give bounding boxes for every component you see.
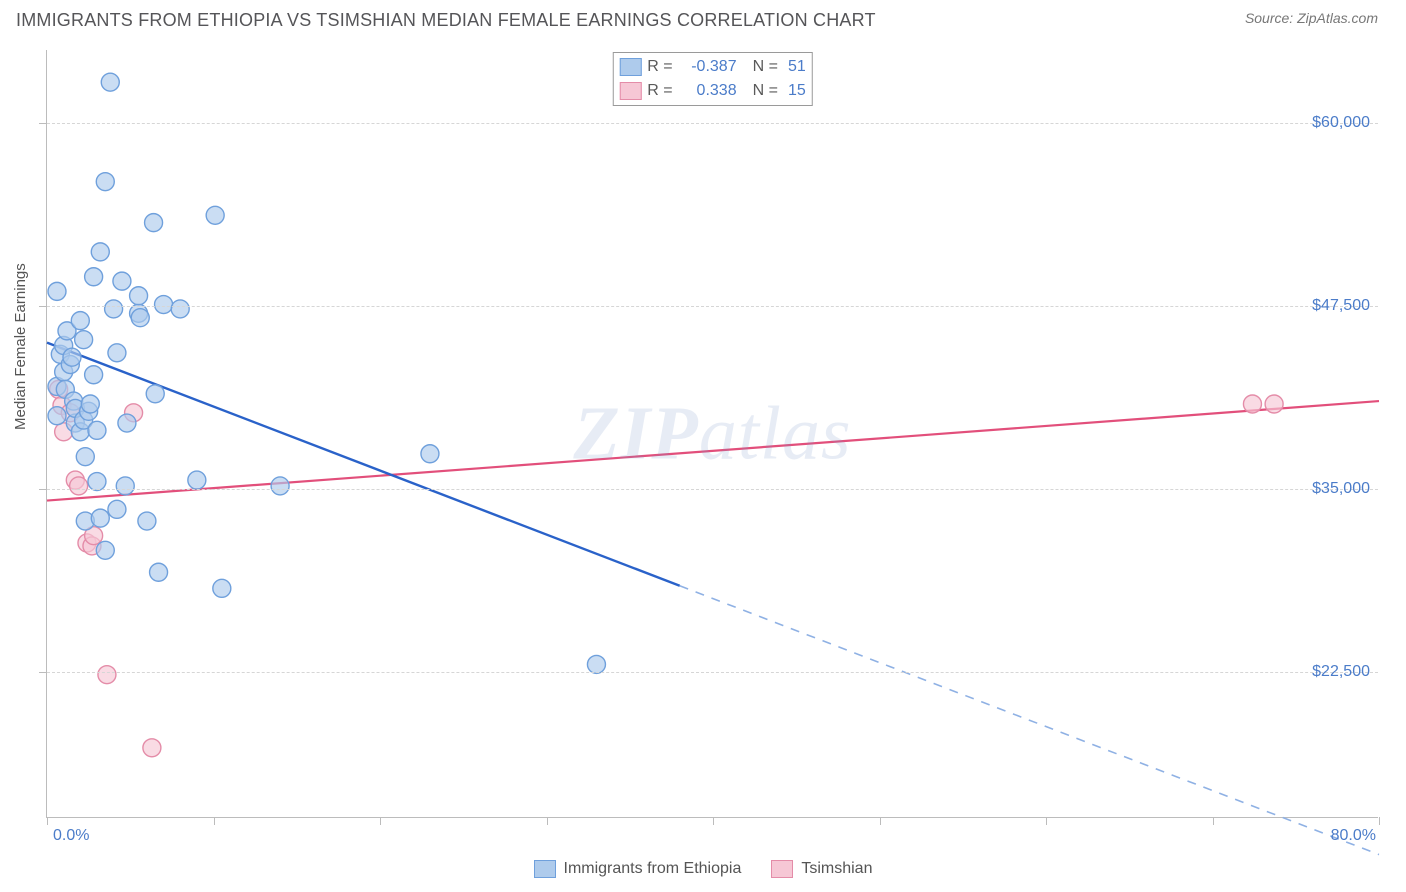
source-attribution: Source: ZipAtlas.com <box>1245 10 1378 26</box>
x-tick-label: 80.0% <box>1331 827 1376 845</box>
r-label: R = <box>647 55 672 79</box>
gridline <box>47 489 1378 490</box>
y-axis-label: Median Female Earnings <box>12 263 29 430</box>
y-tick-label: $35,000 <box>1312 480 1370 498</box>
swatch-ethiopia <box>534 860 556 878</box>
legend-item-tsimshian: Tsimshian <box>771 860 872 878</box>
plot-area: ZIPatlas R = -0.387 N = 51 R = 0.338 N =… <box>46 50 1378 818</box>
legend-label: Tsimshian <box>801 860 872 878</box>
series-legend: Immigrants from Ethiopia Tsimshian <box>0 860 1406 878</box>
n-value: 51 <box>788 55 806 79</box>
n-label: N = <box>753 79 778 103</box>
gridline <box>47 306 1378 307</box>
correlation-row-tsimshian: R = 0.338 N = 15 <box>619 79 805 103</box>
n-label: N = <box>753 55 778 79</box>
n-value: 15 <box>788 79 806 103</box>
legend-item-ethiopia: Immigrants from Ethiopia <box>534 860 742 878</box>
legend-label: Immigrants from Ethiopia <box>564 860 742 878</box>
swatch-tsimshian <box>771 860 793 878</box>
correlation-legend: R = -0.387 N = 51 R = 0.338 N = 15 <box>612 52 812 106</box>
y-tick-label: $60,000 <box>1312 114 1370 132</box>
r-label: R = <box>647 79 672 103</box>
chart-title: IMMIGRANTS FROM ETHIOPIA VS TSIMSHIAN ME… <box>16 10 876 31</box>
r-value: 0.338 <box>679 79 737 103</box>
y-tick-label: $47,500 <box>1312 297 1370 315</box>
y-tick-label: $22,500 <box>1312 663 1370 681</box>
swatch-tsimshian <box>619 82 641 100</box>
r-value: -0.387 <box>679 55 737 79</box>
gridline <box>47 123 1378 124</box>
scatter-svg <box>47 50 1378 817</box>
correlation-row-ethiopia: R = -0.387 N = 51 <box>619 55 805 79</box>
gridline <box>47 672 1378 673</box>
swatch-ethiopia <box>619 58 641 76</box>
x-tick-label: 0.0% <box>53 827 89 845</box>
